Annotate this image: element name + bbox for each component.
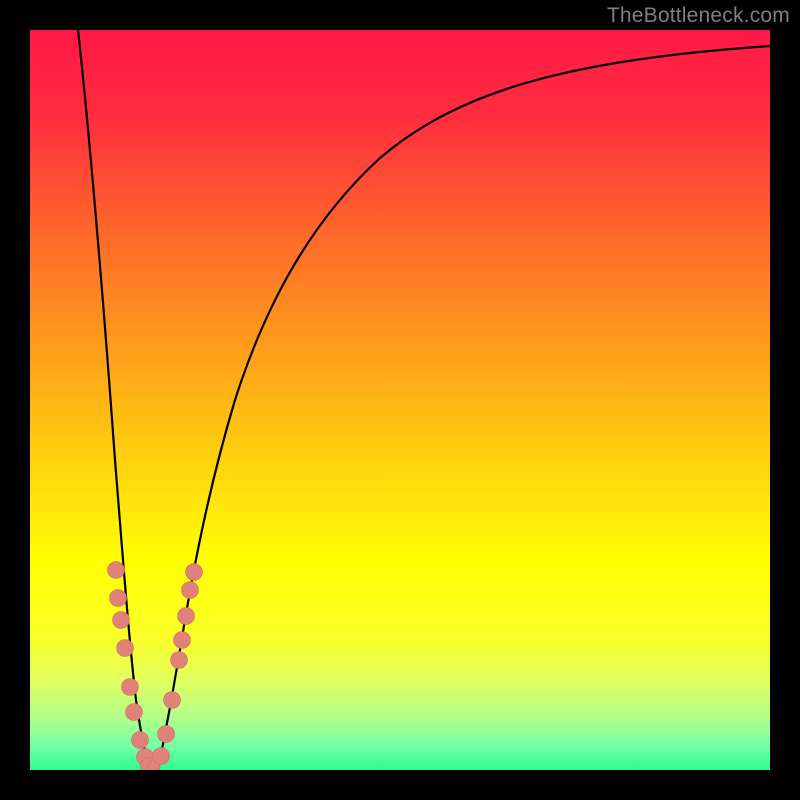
data-marker bbox=[158, 726, 175, 743]
data-marker bbox=[171, 652, 188, 669]
data-marker bbox=[174, 632, 191, 649]
data-marker bbox=[108, 562, 125, 579]
data-marker bbox=[126, 704, 143, 721]
attribution-text: TheBottleneck.com bbox=[607, 4, 790, 28]
data-marker bbox=[182, 582, 199, 599]
data-marker bbox=[122, 679, 139, 696]
plot-area bbox=[30, 30, 770, 770]
data-marker bbox=[113, 612, 130, 629]
data-marker bbox=[132, 732, 149, 749]
chart-frame: TheBottleneck.com bbox=[0, 0, 800, 800]
data-marker bbox=[153, 748, 170, 765]
data-marker bbox=[164, 692, 181, 709]
bottleneck-chart-svg bbox=[30, 30, 770, 770]
data-marker bbox=[110, 590, 127, 607]
data-marker bbox=[178, 608, 195, 625]
data-marker bbox=[117, 640, 134, 657]
data-marker bbox=[186, 564, 203, 581]
